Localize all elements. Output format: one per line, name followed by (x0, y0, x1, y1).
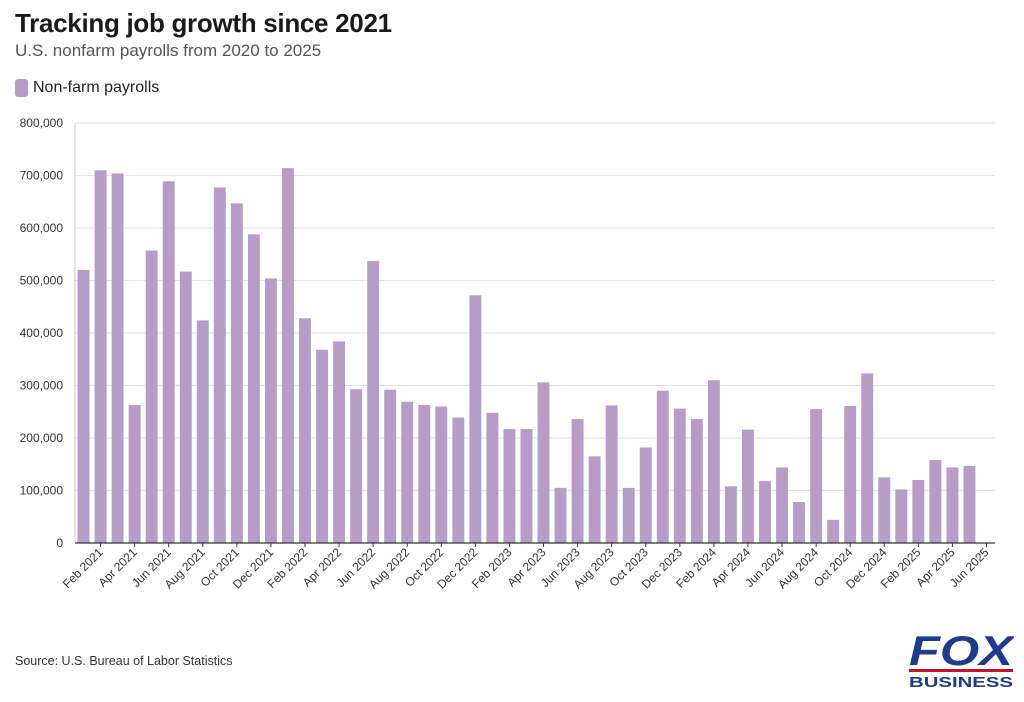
bar (844, 405, 857, 543)
bar (435, 406, 448, 543)
bar (605, 405, 618, 543)
bar (94, 170, 107, 543)
bar (793, 502, 806, 543)
bar (162, 181, 175, 543)
legend: Non-farm payrolls (15, 79, 159, 97)
bar (384, 389, 397, 543)
bar (350, 389, 363, 543)
legend-swatch (15, 79, 28, 97)
bar-chart: 0 100,000 200,000 300,000 400,000 500,000 600,… (20, 116, 995, 591)
bar (827, 519, 840, 543)
bar (929, 460, 942, 543)
bar (963, 465, 976, 543)
bar (776, 467, 788, 543)
y-tick-label: 800,000 (20, 116, 64, 130)
bar (724, 486, 737, 543)
legend-label: Non-farm payrolls (33, 79, 160, 96)
bar (912, 480, 925, 543)
bar (196, 320, 209, 543)
bar (878, 477, 891, 543)
bar (503, 429, 516, 543)
bar (673, 408, 686, 543)
logo-text-business: BUSINESS (909, 674, 1013, 690)
bar (946, 467, 959, 543)
fox-business-logo: FOX BUSINESS (909, 628, 1014, 690)
bar (128, 404, 141, 543)
bar (571, 419, 584, 543)
y-tick-label: 500,000 (20, 274, 64, 288)
y-tick-label: 400,000 (20, 326, 64, 340)
bar (554, 487, 567, 543)
y-tick-label: 300,000 (20, 379, 64, 393)
y-tick-label: 100,000 (20, 484, 64, 498)
bar (77, 270, 90, 543)
bar (656, 390, 669, 543)
bar (486, 412, 499, 543)
bar (299, 318, 311, 543)
bar (469, 295, 482, 543)
y-tick-label: 200,000 (20, 431, 64, 445)
source-note: Source: U.S. Bureau of Labor Statistics (15, 654, 233, 668)
bar (588, 456, 601, 543)
bar (537, 382, 550, 543)
bar (179, 271, 192, 543)
bar (895, 489, 908, 543)
bar (622, 487, 635, 543)
bar (367, 261, 380, 543)
bar (810, 409, 823, 543)
chart-title: Tracking job growth since 2021 (15, 8, 392, 38)
y-tick-label: 600,000 (20, 221, 64, 235)
chart-subtitle: U.S. nonfarm payrolls from 2020 to 2025 (15, 41, 322, 60)
bar (230, 203, 243, 543)
bar (452, 417, 465, 543)
bar (520, 429, 533, 543)
bar (707, 380, 720, 543)
logo-text-fox: FOX (909, 628, 1014, 674)
bar (316, 349, 328, 543)
bar (145, 250, 158, 543)
y-tick-label: 0 (56, 536, 63, 550)
bar (264, 278, 277, 543)
bar (861, 373, 874, 543)
logo-stripe (909, 669, 1013, 672)
bar (111, 173, 124, 543)
bar (213, 187, 226, 543)
bar (247, 234, 260, 544)
bar (690, 419, 703, 543)
bar (401, 401, 414, 543)
y-tick-label: 700,000 (20, 169, 64, 183)
bar (418, 404, 431, 543)
bar (742, 429, 754, 543)
bar (759, 481, 771, 543)
bar (639, 447, 652, 543)
bar (282, 168, 294, 543)
bar (333, 341, 346, 543)
